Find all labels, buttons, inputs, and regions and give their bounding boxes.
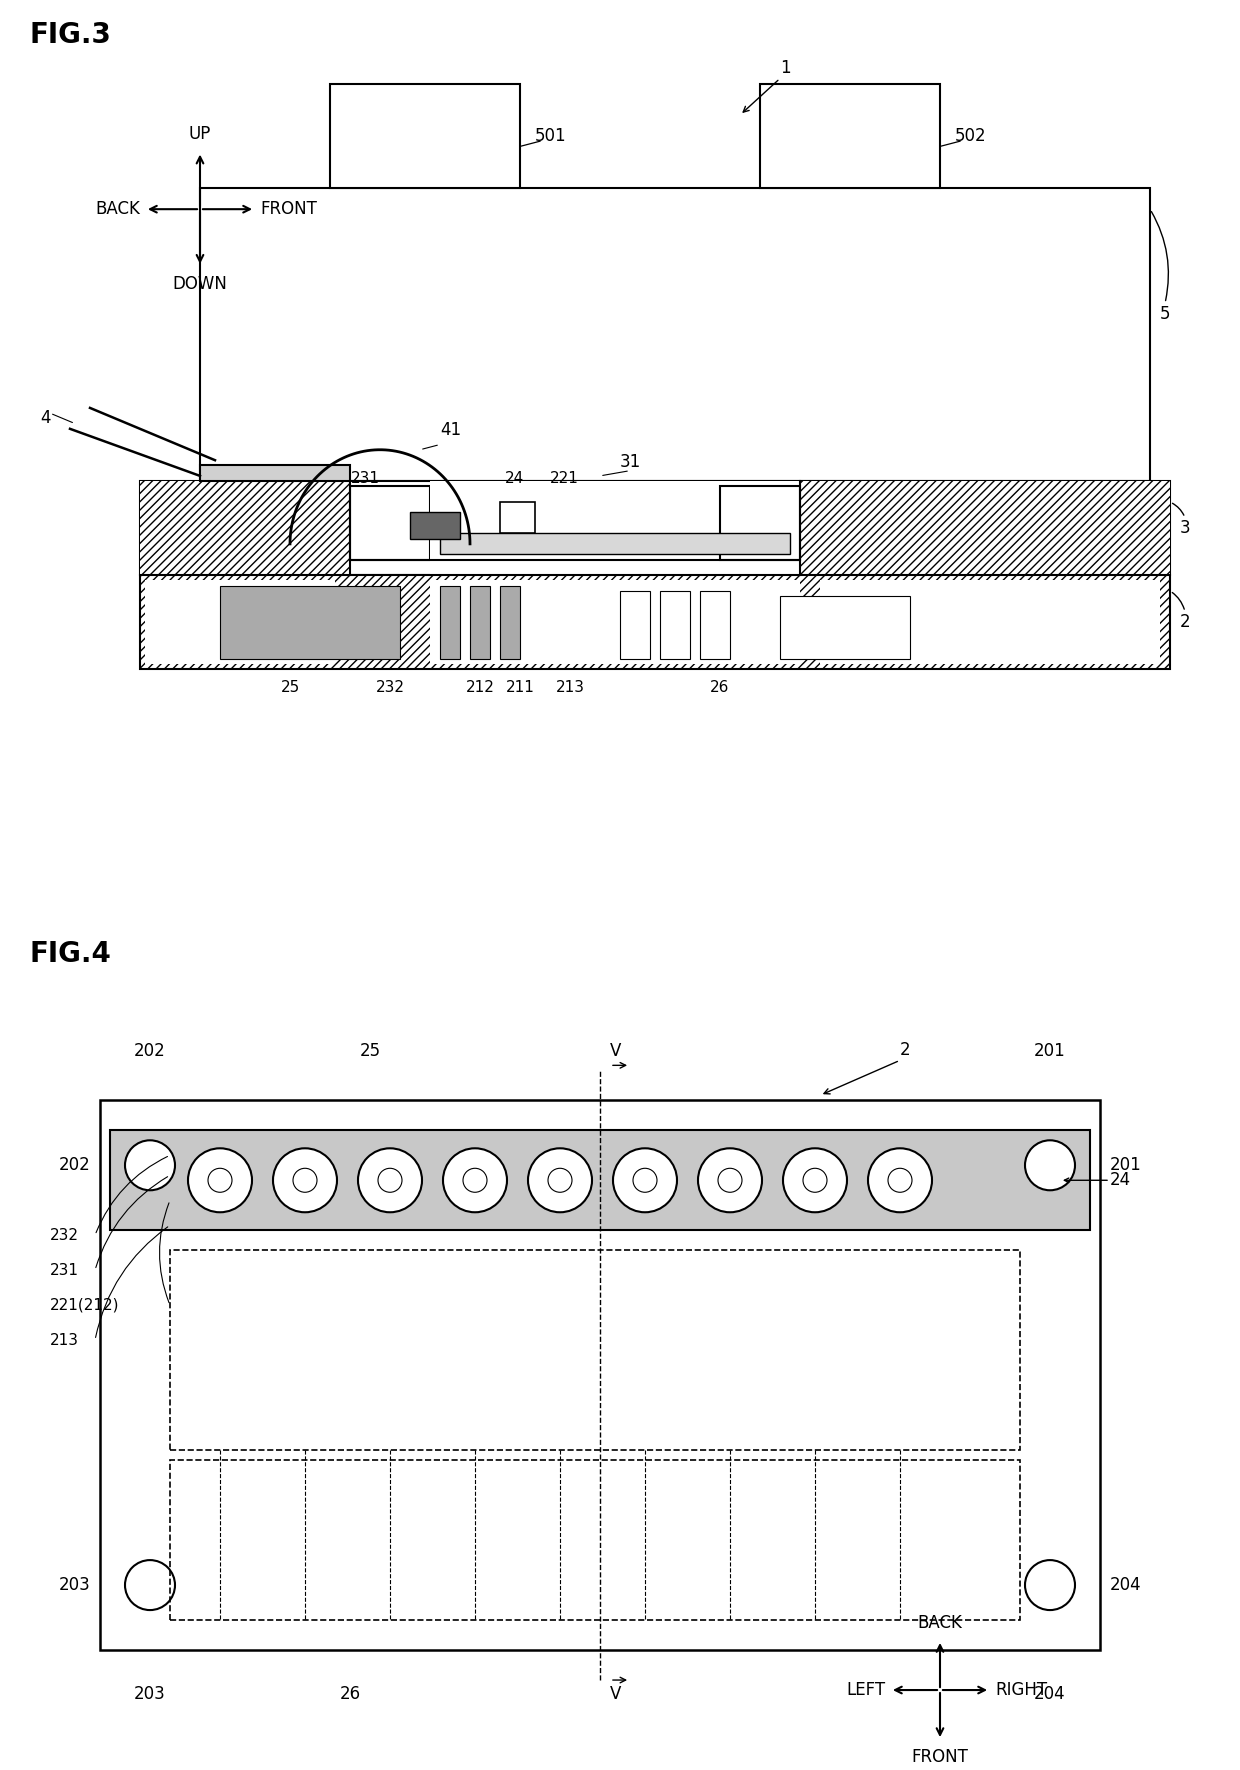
- Text: 201: 201: [1034, 1043, 1066, 1060]
- Bar: [170, 1460, 1021, 1620]
- Text: LEFT: LEFT: [846, 1682, 885, 1699]
- Text: 203: 203: [58, 1575, 91, 1595]
- Text: FRONT: FRONT: [260, 200, 317, 218]
- Bar: [440, 533, 790, 554]
- Bar: [410, 513, 460, 538]
- Circle shape: [804, 1168, 827, 1193]
- Bar: [470, 586, 490, 658]
- Text: 5: 5: [1159, 304, 1171, 322]
- Circle shape: [463, 1168, 487, 1193]
- Bar: [701, 591, 730, 658]
- Text: RIGHT: RIGHT: [994, 1682, 1047, 1699]
- Text: 1: 1: [780, 58, 791, 76]
- Text: 25: 25: [280, 680, 300, 696]
- Text: 202: 202: [58, 1156, 91, 1174]
- Bar: [140, 481, 1171, 575]
- Bar: [800, 481, 1171, 575]
- Circle shape: [1025, 1559, 1075, 1611]
- Bar: [350, 487, 430, 559]
- Bar: [110, 1131, 1090, 1230]
- Bar: [660, 591, 689, 658]
- Circle shape: [698, 1149, 763, 1212]
- Circle shape: [632, 1168, 657, 1193]
- Circle shape: [888, 1168, 911, 1193]
- Text: 213: 213: [50, 1333, 79, 1347]
- Text: 212: 212: [465, 680, 495, 696]
- Text: 221: 221: [551, 471, 579, 487]
- Circle shape: [548, 1168, 572, 1193]
- Circle shape: [125, 1140, 175, 1189]
- Circle shape: [868, 1149, 932, 1212]
- Text: 3: 3: [1180, 519, 1190, 536]
- Circle shape: [378, 1168, 402, 1193]
- Text: 221(212): 221(212): [50, 1297, 119, 1313]
- Circle shape: [273, 1149, 337, 1212]
- Circle shape: [718, 1168, 742, 1193]
- Text: 26: 26: [711, 680, 729, 696]
- Circle shape: [528, 1149, 591, 1212]
- Bar: [440, 586, 460, 658]
- Text: 4: 4: [40, 409, 51, 427]
- Circle shape: [1025, 1140, 1075, 1189]
- Text: 213: 213: [556, 680, 584, 696]
- Bar: [430, 481, 800, 575]
- Text: 501: 501: [534, 127, 567, 145]
- Bar: [219, 586, 401, 658]
- Bar: [430, 581, 800, 664]
- Text: 211: 211: [506, 680, 534, 696]
- Text: FRONT: FRONT: [911, 1749, 968, 1766]
- Bar: [200, 466, 350, 481]
- Text: 204: 204: [1110, 1575, 1142, 1595]
- Text: V: V: [610, 1043, 621, 1060]
- Bar: [820, 581, 1159, 664]
- Circle shape: [208, 1168, 232, 1193]
- Bar: [720, 487, 800, 559]
- Text: 2: 2: [900, 1041, 910, 1058]
- Text: 31: 31: [619, 453, 641, 471]
- Circle shape: [358, 1149, 422, 1212]
- Text: 232: 232: [50, 1228, 79, 1243]
- Text: FIG.4: FIG.4: [30, 940, 112, 968]
- Text: BACK: BACK: [918, 1614, 962, 1632]
- Text: 202: 202: [134, 1043, 166, 1060]
- Text: 25: 25: [360, 1043, 381, 1060]
- Bar: [780, 596, 910, 658]
- Bar: [140, 481, 350, 575]
- Text: 232: 232: [376, 680, 404, 696]
- Bar: [500, 586, 520, 658]
- Bar: [100, 1101, 1100, 1650]
- Circle shape: [188, 1149, 252, 1212]
- Circle shape: [782, 1149, 847, 1212]
- Text: 201: 201: [1110, 1156, 1142, 1174]
- Circle shape: [293, 1168, 317, 1193]
- Circle shape: [613, 1149, 677, 1212]
- Text: 26: 26: [340, 1685, 361, 1703]
- Text: 203: 203: [134, 1685, 166, 1703]
- Text: 231: 231: [50, 1262, 79, 1278]
- Bar: [200, 188, 1149, 481]
- Text: FIG.3: FIG.3: [30, 21, 112, 50]
- Text: 231: 231: [351, 471, 379, 487]
- Text: 24: 24: [1110, 1172, 1131, 1189]
- Bar: [760, 83, 940, 188]
- Bar: [500, 503, 534, 533]
- Bar: [140, 575, 1171, 669]
- Circle shape: [125, 1559, 175, 1611]
- Text: BACK: BACK: [95, 200, 140, 218]
- Text: 502: 502: [955, 127, 987, 145]
- Text: UP: UP: [188, 126, 211, 143]
- Text: DOWN: DOWN: [172, 274, 227, 294]
- Text: 41: 41: [440, 421, 461, 439]
- Circle shape: [443, 1149, 507, 1212]
- Bar: [330, 83, 520, 188]
- Bar: [620, 591, 650, 658]
- Text: 24: 24: [505, 471, 525, 487]
- Text: V: V: [610, 1685, 621, 1703]
- Text: 204: 204: [1034, 1685, 1066, 1703]
- Text: 2: 2: [1180, 614, 1190, 632]
- Bar: [145, 581, 335, 664]
- Bar: [170, 1250, 1021, 1450]
